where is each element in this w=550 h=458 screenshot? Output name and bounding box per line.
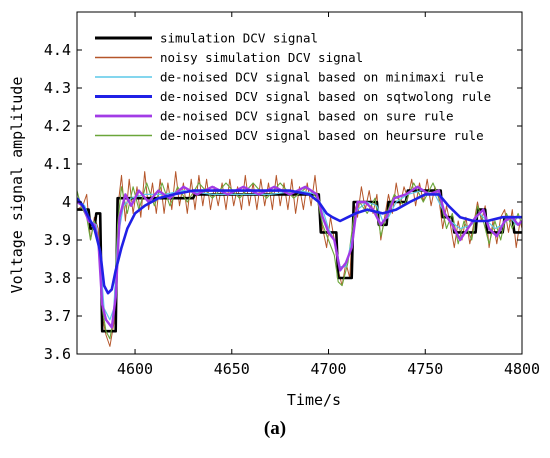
plot-frame: [76, 11, 523, 355]
legend-label-6: de-noised DCV signal based on heursure r…: [160, 128, 484, 143]
legend-label-2: noisy simulation DCV signal: [160, 50, 363, 65]
figure-caption: (a): [0, 418, 550, 440]
y-tick-label: 3.7: [44, 307, 71, 325]
legend-label-1: simulation DCV signal: [160, 31, 318, 46]
series-line-3: [77, 190, 522, 321]
axes: [76, 11, 523, 355]
y-tick-label: 3.8: [44, 269, 71, 287]
y-tick-label: 4.1: [44, 155, 71, 173]
tick-labels: 4600 4650 4700 4750 4800 3.6 3.7 3.8 3.9 4 4.1 4.2 4…: [44, 41, 540, 378]
y-tick-label: 3.6: [44, 345, 71, 363]
y-tick-label: 4: [62, 193, 71, 211]
x-tick-label: 4700: [310, 360, 346, 378]
x-axis-label: Time/s: [287, 391, 341, 409]
legend: simulation DCV signal noisy simulation DC…: [95, 31, 491, 143]
legend-label-5: de-noised DCV signal based on sure rule: [160, 109, 454, 124]
y-tick-label: 4.3: [44, 79, 71, 97]
series-line-5: [77, 185, 522, 329]
y-tick-label: 4.2: [44, 117, 71, 135]
x-tick-label: 4750: [407, 360, 443, 378]
x-tick-label: 4650: [214, 360, 250, 378]
x-tick-label: 4600: [117, 360, 153, 378]
series-line-4: [77, 189, 522, 295]
x-tick-label: 4800: [504, 360, 540, 378]
series-line-6: [77, 182, 522, 340]
caption-label: (a): [263, 418, 287, 439]
y-tick-label: 3.9: [44, 231, 71, 249]
plot-lines: [77, 171, 522, 347]
legend-label-4: de-noised DCV signal based on sqtwolong …: [160, 89, 491, 104]
y-axis-label: Voltage signal amplitude: [8, 77, 26, 294]
y-tick-label: 4.4: [44, 41, 71, 59]
legend-label-3: de-noised DCV signal based on minimaxi r…: [160, 70, 484, 85]
